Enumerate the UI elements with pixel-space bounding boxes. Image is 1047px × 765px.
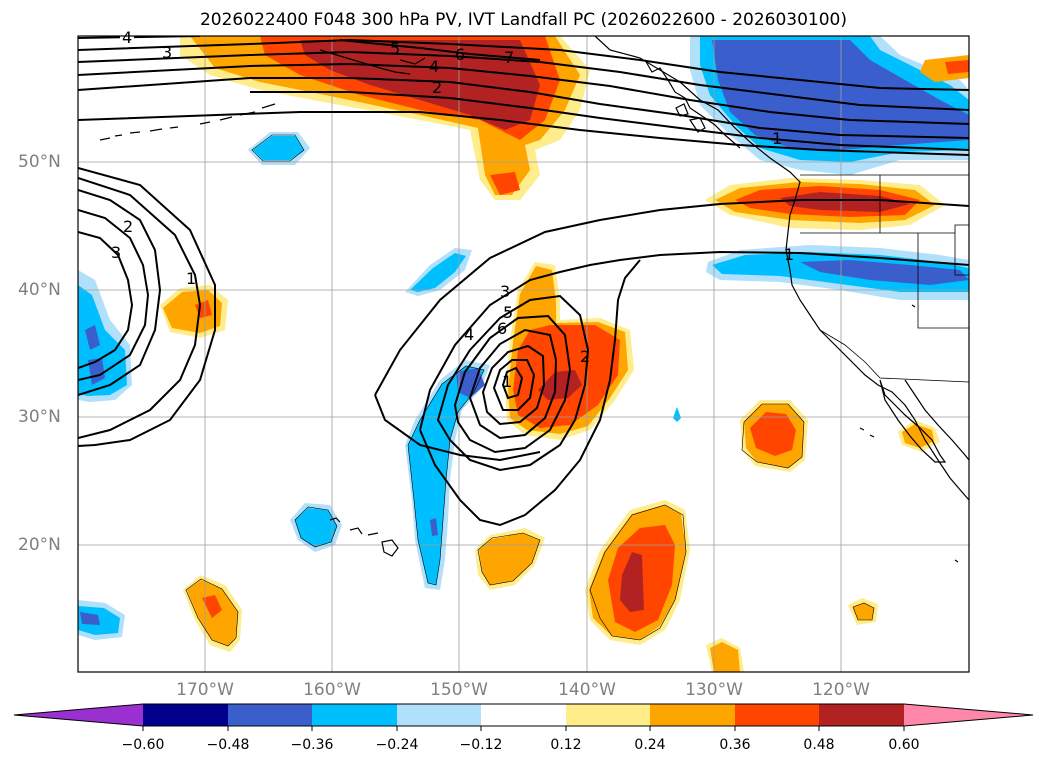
lat-label-30n: 30°N xyxy=(18,407,61,427)
coastlines xyxy=(99,36,969,563)
colorbar-tick-label: −0.12 xyxy=(459,737,503,753)
lat-label-20n: 20°N xyxy=(18,535,61,555)
ivt-anomaly-fills xyxy=(78,36,969,672)
colorbar-tick-label: −0.24 xyxy=(375,737,419,753)
contour-label: 7 xyxy=(504,48,514,67)
pv-contours xyxy=(78,36,969,527)
colorbar-tick-label: 0.12 xyxy=(550,737,582,753)
lon-label-160w: 160°W xyxy=(303,680,361,700)
colorbar-tick-label: −0.60 xyxy=(121,737,165,753)
map-title: 2026022400 F048 300 hPa PV, IVT Landfall… xyxy=(199,10,847,30)
contour-label: 2 xyxy=(123,217,133,236)
contour-label: 4 xyxy=(464,325,474,344)
lat-label-50n: 50°N xyxy=(18,152,61,172)
colorbar-extend-left xyxy=(14,704,143,726)
map-frame xyxy=(77,35,970,673)
contour-labels: 4 3 5 6 7 4 2 1 2 3 1 3 5 6 4 1 2 1 xyxy=(111,28,794,391)
colorbar-extend-right xyxy=(904,704,1033,726)
colorbar-tick-label: −0.36 xyxy=(290,737,334,753)
contour-label: 5 xyxy=(390,39,400,58)
contour-label: 2 xyxy=(432,78,442,97)
contour-label: 4 xyxy=(122,28,132,47)
colorbar-tick-label: 0.60 xyxy=(888,737,920,753)
lon-label-150w: 150°W xyxy=(430,680,488,700)
lon-label-140w: 140°W xyxy=(558,680,616,700)
contour-label: 6 xyxy=(497,319,507,338)
colorbar-segment xyxy=(143,704,228,726)
colorbar-segment xyxy=(735,704,819,726)
colorbar xyxy=(13,703,1034,731)
state-borders xyxy=(800,174,969,383)
colorbar-segment xyxy=(481,704,566,726)
lon-label-130w: 130°W xyxy=(685,680,743,700)
anomaly-outlines xyxy=(185,134,875,647)
contour-label: 4 xyxy=(429,57,439,76)
colorbar-tick-label: 0.36 xyxy=(719,737,751,753)
colorbar-segment xyxy=(566,704,650,726)
contour-label: 6 xyxy=(455,45,465,64)
contour-label: 3 xyxy=(500,282,510,301)
map-area xyxy=(78,36,969,672)
contour-label: 1 xyxy=(186,269,196,288)
lon-label-170w: 170°W xyxy=(176,680,234,700)
colorbar-segment xyxy=(397,704,481,726)
gridlines xyxy=(78,36,969,672)
contour-label: 1 xyxy=(772,129,782,148)
lon-label-120w: 120°W xyxy=(812,680,870,700)
contour-label: 3 xyxy=(111,243,121,262)
contour-label: 1 xyxy=(502,372,512,391)
contour-label: 3 xyxy=(162,43,172,62)
colorbar-segment xyxy=(228,704,312,726)
colorbar-tick-label: −0.48 xyxy=(206,737,250,753)
contour-label: 5 xyxy=(503,303,513,322)
colorbar-segment xyxy=(312,704,397,726)
colorbar-tick-label: 0.24 xyxy=(634,737,666,753)
lat-label-40n: 40°N xyxy=(18,280,61,300)
colorbar-segment xyxy=(650,704,735,726)
contour-label: 2 xyxy=(580,347,590,366)
contour-label: 1 xyxy=(784,245,794,264)
colorbar-segment xyxy=(819,704,904,726)
colorbar-tick-label: 0.48 xyxy=(803,737,835,753)
